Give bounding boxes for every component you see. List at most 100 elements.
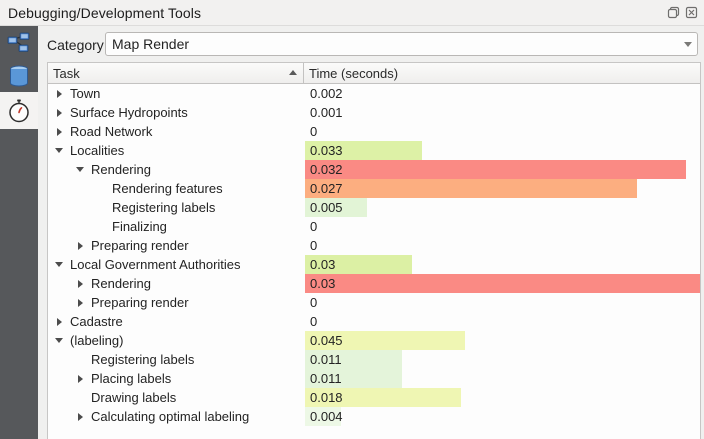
column-header-task[interactable]: Task	[48, 63, 304, 83]
time-value: 0.032	[310, 162, 343, 177]
tree-row[interactable]: Preparing render 0	[48, 293, 700, 312]
expand-arrow-icon[interactable]	[56, 108, 62, 117]
time-value: 0	[310, 314, 318, 329]
task-label: Placing labels	[91, 371, 172, 386]
task-label: Road Network	[70, 124, 153, 139]
time-value: 0.004	[310, 409, 343, 424]
tool-tab-bar	[0, 26, 38, 439]
collapse-arrow-icon[interactable]	[55, 148, 63, 153]
branch-arrow-slot	[69, 412, 91, 421]
time-value: 0.018	[310, 390, 343, 405]
time-percentage-bar	[305, 274, 700, 293]
float-icon	[667, 6, 680, 19]
branch-arrow-slot	[48, 108, 70, 117]
tree-row[interactable]: Preparing render 0	[48, 236, 700, 255]
task-label: Localities	[70, 143, 125, 158]
tree-row[interactable]: Registering labels 0.005	[48, 198, 700, 217]
expand-arrow-icon[interactable]	[77, 298, 83, 307]
expand-arrow-icon[interactable]	[56, 127, 62, 136]
time-percentage-bar	[305, 388, 462, 407]
branch-arrow-slot	[48, 338, 70, 343]
time-percentage-bar	[305, 141, 423, 160]
task-label: Surface Hydropoints	[70, 105, 188, 120]
tree-row[interactable]: Surface Hydropoints 0.001	[48, 103, 700, 122]
time-value: 0.005	[310, 200, 343, 215]
branch-arrow-slot	[48, 148, 70, 153]
tree-row[interactable]: Rendering features 0.027	[48, 179, 700, 198]
expand-arrow-icon[interactable]	[77, 241, 83, 250]
time-percentage-bar	[305, 407, 341, 426]
query-logger-icon	[10, 65, 28, 87]
tree-row[interactable]: Rendering 0.03	[48, 274, 700, 293]
tree-row[interactable]: (labeling) 0.045	[48, 331, 700, 350]
tree-rows: Town 0.002 Surface Hydropoints 0.001 Road Ne…	[48, 84, 700, 426]
tree-row[interactable]: Calculating optimal labeling 0.004	[48, 407, 700, 426]
expand-arrow-icon[interactable]	[56, 317, 62, 326]
time-percentage-bar	[305, 255, 412, 274]
tree-header: Task Time (seconds)	[48, 63, 700, 84]
task-label: Preparing render	[91, 295, 189, 310]
task-label: Town	[70, 86, 101, 101]
tab-profiler[interactable]	[0, 92, 38, 129]
branch-arrow-slot	[69, 167, 91, 172]
branch-arrow-slot	[48, 317, 70, 326]
combo-dropdown-arrow	[679, 41, 697, 47]
expand-arrow-icon[interactable]	[77, 374, 83, 383]
tree-row[interactable]: Drawing labels 0.018	[48, 388, 700, 407]
collapse-arrow-icon[interactable]	[55, 338, 63, 343]
time-value: 0	[310, 124, 318, 139]
category-label: Category	[47, 37, 104, 53]
time-value: 0.001	[310, 105, 343, 120]
task-label: Registering labels	[112, 200, 216, 215]
column-header-time[interactable]: Time (seconds)	[304, 63, 700, 83]
tree-row[interactable]: Rendering 0.032	[48, 160, 700, 179]
task-label: Finalizing	[112, 219, 167, 234]
tab-query-logger[interactable]	[0, 59, 38, 92]
category-combobox[interactable]: Map Render	[105, 32, 698, 56]
task-label: Calculating optimal labeling	[91, 409, 250, 424]
expand-arrow-icon[interactable]	[77, 412, 83, 421]
task-label: Rendering	[91, 162, 151, 177]
tree-row[interactable]: Registering labels 0.011	[48, 350, 700, 369]
branch-arrow-slot	[48, 127, 70, 136]
time-value: 0.002	[310, 86, 343, 101]
branch-arrow-slot	[69, 241, 91, 250]
branch-arrow-slot	[69, 298, 91, 307]
expand-arrow-icon[interactable]	[56, 89, 62, 98]
task-label: Registering labels	[91, 352, 195, 367]
task-label: (labeling)	[70, 333, 124, 348]
time-value: 0.03	[310, 276, 336, 291]
tree-row[interactable]: Road Network 0	[48, 122, 700, 141]
float-panel-button[interactable]	[666, 5, 681, 20]
time-value: 0.033	[310, 143, 343, 158]
branch-arrow-slot	[69, 374, 91, 383]
tree-row[interactable]: Placing labels 0.011	[48, 369, 700, 388]
time-value: 0	[310, 219, 318, 234]
collapse-arrow-icon[interactable]	[76, 167, 84, 172]
tree-row[interactable]: Local Government Authorities 0.03	[48, 255, 700, 274]
time-percentage-bar	[305, 350, 402, 369]
time-value: 0.011	[310, 352, 342, 367]
panel-title: Debugging/Development Tools	[8, 4, 202, 21]
sort-ascending-icon	[289, 70, 297, 75]
branch-arrow-slot	[48, 262, 70, 267]
close-panel-button[interactable]	[684, 5, 699, 20]
time-percentage-bar	[305, 198, 367, 217]
close-icon	[685, 6, 698, 19]
task-label: Rendering	[91, 276, 151, 291]
time-value: 0.03	[310, 257, 336, 272]
category-selected-value: Map Render	[112, 36, 190, 52]
tree-row[interactable]: Cadastre 0	[48, 312, 700, 331]
expand-arrow-icon[interactable]	[77, 279, 83, 288]
tree-row[interactable]: Town 0.002	[48, 84, 700, 103]
network-logger-icon	[7, 32, 30, 52]
time-percentage-bar	[305, 179, 637, 198]
tree-row[interactable]: Localities 0.033	[48, 141, 700, 160]
tab-network-logger[interactable]	[0, 26, 38, 59]
tree-row[interactable]: Finalizing 0	[48, 217, 700, 236]
time-percentage-bar	[305, 160, 687, 179]
time-percentage-bar	[305, 369, 402, 388]
collapse-arrow-icon[interactable]	[55, 262, 63, 267]
time-value: 0	[310, 238, 318, 253]
